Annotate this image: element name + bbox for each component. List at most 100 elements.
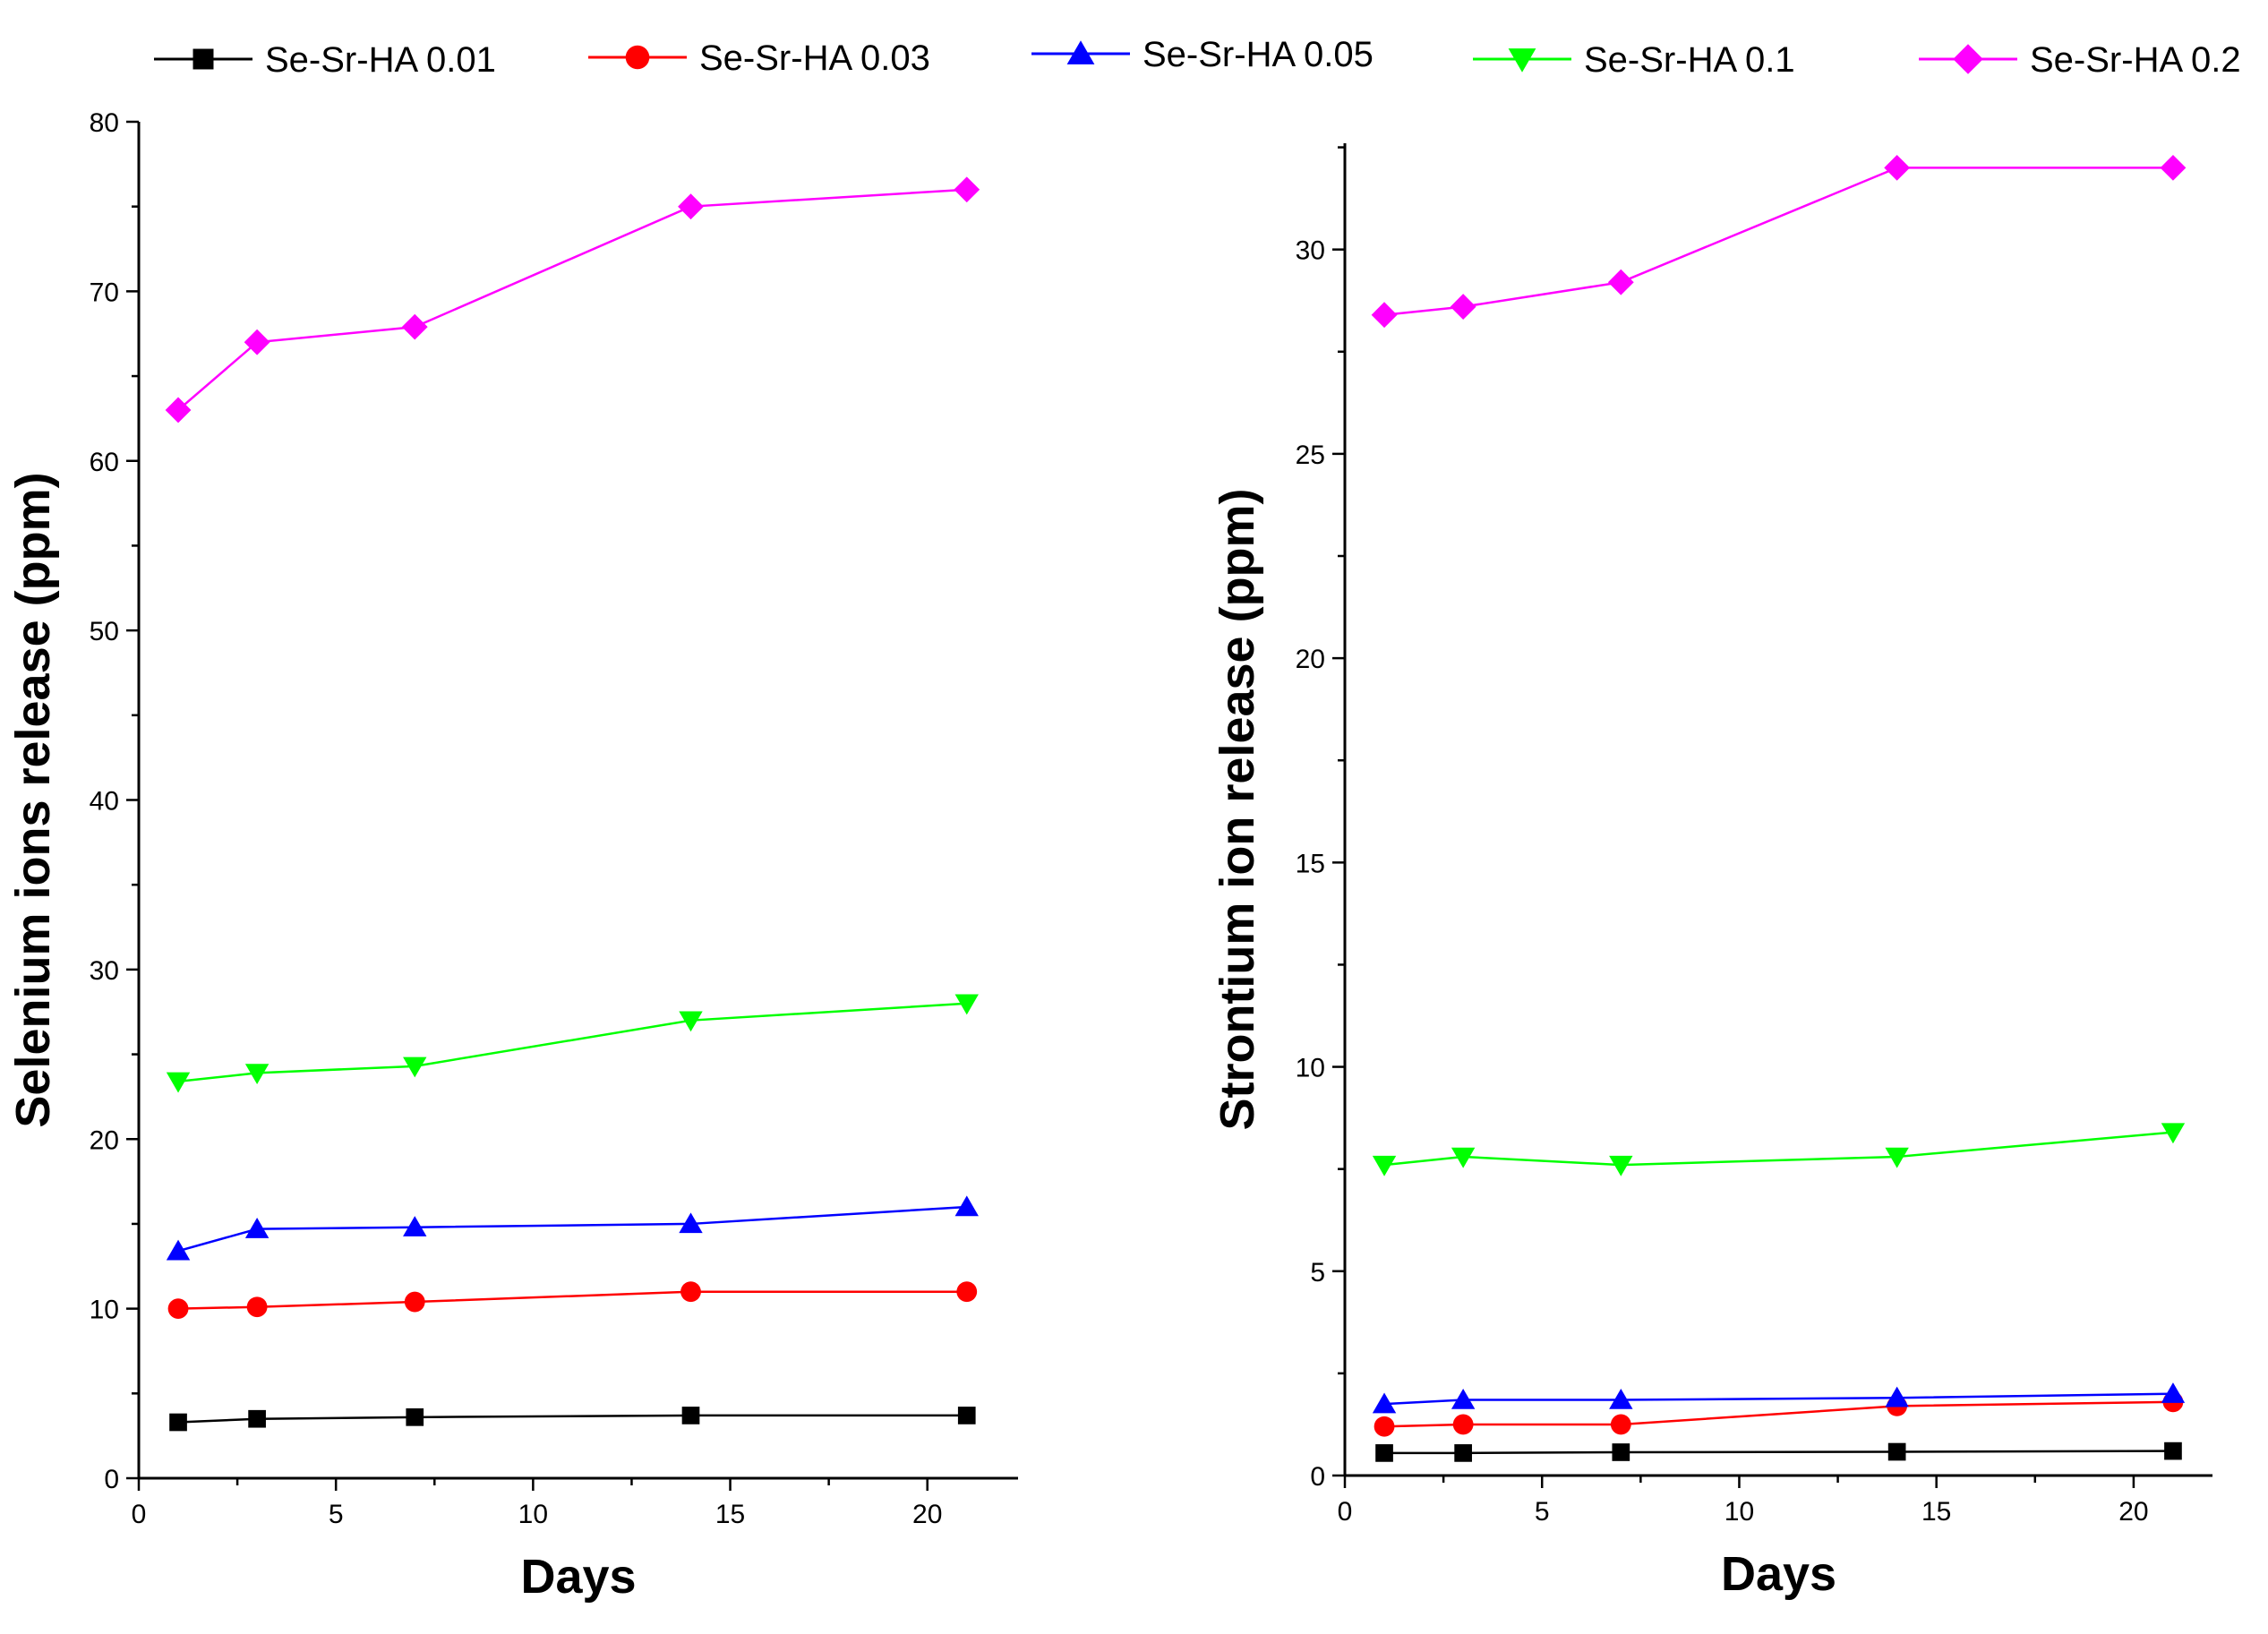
series-se-sr-ha-0-2 <box>165 176 980 423</box>
data-point <box>957 1407 976 1424</box>
series-line <box>1383 167 2173 316</box>
data-point <box>1885 1147 1909 1168</box>
legend-marker-square <box>193 48 214 70</box>
data-point <box>248 1409 266 1428</box>
data-point <box>403 1057 427 1078</box>
series-line <box>1384 1400 2173 1428</box>
legend: Se-Sr-HA 0.01 Se-Sr-HA 0.03 Se-Sr-HA 0.05 S… <box>154 35 2241 80</box>
data-point <box>681 1407 700 1424</box>
legend-item: Se-Sr-HA 0.01 <box>154 40 496 80</box>
legend-label: Se-Sr-HA 0.05 <box>1143 35 1374 74</box>
data-point <box>244 1218 270 1238</box>
data-point <box>166 1239 191 1261</box>
data-point <box>2161 1123 2186 1144</box>
data-point <box>246 1296 268 1318</box>
series-line <box>177 188 967 411</box>
data-point <box>1884 154 1911 181</box>
data-point <box>1372 1392 1397 1414</box>
y-tick-label: 10 <box>1296 1054 1325 1083</box>
data-point <box>404 1291 425 1313</box>
y-tick-label: 50 <box>90 617 119 646</box>
legend-label: Se-Sr-HA 0.03 <box>699 38 930 78</box>
series-line <box>178 1290 967 1310</box>
series-se-sr-ha-0-05 <box>166 1195 979 1261</box>
data-point <box>679 1011 703 1032</box>
data-point <box>1610 1414 1631 1435</box>
data-point <box>1612 1443 1630 1461</box>
x-tick-label: 10 <box>1725 1497 1754 1527</box>
selenium-release-chart: 0 5 10 15 20 0 10 20 30 40 50 60 70 80 Days Selenium io… <box>6 108 1018 1604</box>
data-point <box>2160 154 2187 181</box>
x-tick-label: 15 <box>1921 1497 1951 1527</box>
data-point <box>165 397 192 423</box>
data-point <box>954 176 980 203</box>
data-point <box>1372 1155 1397 1176</box>
series-se-sr-ha-0-01 <box>169 1407 976 1432</box>
series-line <box>1383 1392 2173 1406</box>
data-point <box>166 1072 191 1093</box>
legend-item: Se-Sr-HA 0.05 <box>1031 35 1374 74</box>
data-point <box>1451 1147 1476 1168</box>
x-tick-label: 20 <box>2118 1497 2148 1527</box>
data-point <box>1885 1386 1909 1407</box>
y-tick-label: 0 <box>1310 1462 1325 1492</box>
y-tick-label: 20 <box>90 1125 119 1155</box>
y-tick-label: 20 <box>1296 645 1325 674</box>
data-point <box>1450 294 1476 320</box>
x-tick-label: 0 <box>1338 1497 1353 1527</box>
x-tick-label: 10 <box>518 1500 548 1529</box>
x-tick-label: 5 <box>1535 1497 1550 1527</box>
legend-label: Se-Sr-HA 0.2 <box>2030 40 2241 80</box>
data-point <box>2164 1442 2182 1460</box>
x-axis-title: Days <box>1721 1547 1836 1601</box>
strontium-release-chart: 0 5 10 15 20 0 5 10 15 20 25 30 Days Strontium ion re… <box>1211 143 2212 1601</box>
series-line <box>1384 1450 2173 1455</box>
legend-marker-triangle-up <box>1066 40 1095 64</box>
data-point <box>954 1195 979 1217</box>
data-point <box>403 1216 427 1236</box>
series-se-sr-ha-0-1 <box>166 994 979 1093</box>
data-point <box>1609 1388 1633 1409</box>
data-point <box>1451 1388 1476 1409</box>
data-point <box>956 1281 978 1303</box>
y-tick-label: 40 <box>90 787 119 817</box>
series-se-sr-ha-0-03 <box>167 1281 978 1320</box>
data-point <box>244 1064 270 1084</box>
data-point <box>244 329 270 355</box>
legend-label: Se-Sr-HA 0.1 <box>1584 40 1795 80</box>
series-line <box>177 1414 967 1424</box>
y-axis-title: Selenium ions release (ppm) <box>6 472 60 1127</box>
data-point <box>401 313 428 340</box>
x-tick-label: 20 <box>912 1500 942 1529</box>
legend-item: Se-Sr-HA 0.1 <box>1473 40 1795 80</box>
data-point <box>679 1212 703 1234</box>
series-se-sr-ha-0-05 <box>1372 1382 2186 1414</box>
y-tick-label: 0 <box>104 1465 119 1494</box>
data-point <box>167 1298 189 1320</box>
data-point <box>406 1407 424 1426</box>
legend-marker-diamond <box>1953 44 1983 74</box>
y-axis-title: Strontium ion release (ppm) <box>1211 488 1264 1130</box>
data-point <box>169 1413 187 1432</box>
y-tick-label: 60 <box>90 448 119 477</box>
data-point <box>1454 1444 1472 1462</box>
legend-label: Se-Sr-HA 0.01 <box>265 40 496 80</box>
x-tick-label: 15 <box>715 1500 745 1529</box>
series-line <box>177 1205 967 1253</box>
y-tick-label: 30 <box>90 956 119 986</box>
x-tick-label: 5 <box>329 1500 344 1529</box>
data-point <box>1609 1155 1633 1176</box>
legend-item: Se-Sr-HA 0.03 <box>588 38 930 78</box>
data-point <box>1607 269 1634 295</box>
y-tick-label: 10 <box>90 1296 119 1325</box>
legend-marker-circle <box>625 45 650 70</box>
series-se-sr-ha-0-01 <box>1375 1442 2182 1462</box>
data-point <box>954 994 979 1015</box>
data-point <box>2161 1382 2186 1403</box>
data-point <box>1374 1416 1395 1437</box>
series-line <box>177 1002 967 1083</box>
data-point <box>1375 1444 1393 1462</box>
legend-item: Se-Sr-HA 0.2 <box>1919 40 2241 80</box>
y-tick-label: 70 <box>90 278 119 307</box>
